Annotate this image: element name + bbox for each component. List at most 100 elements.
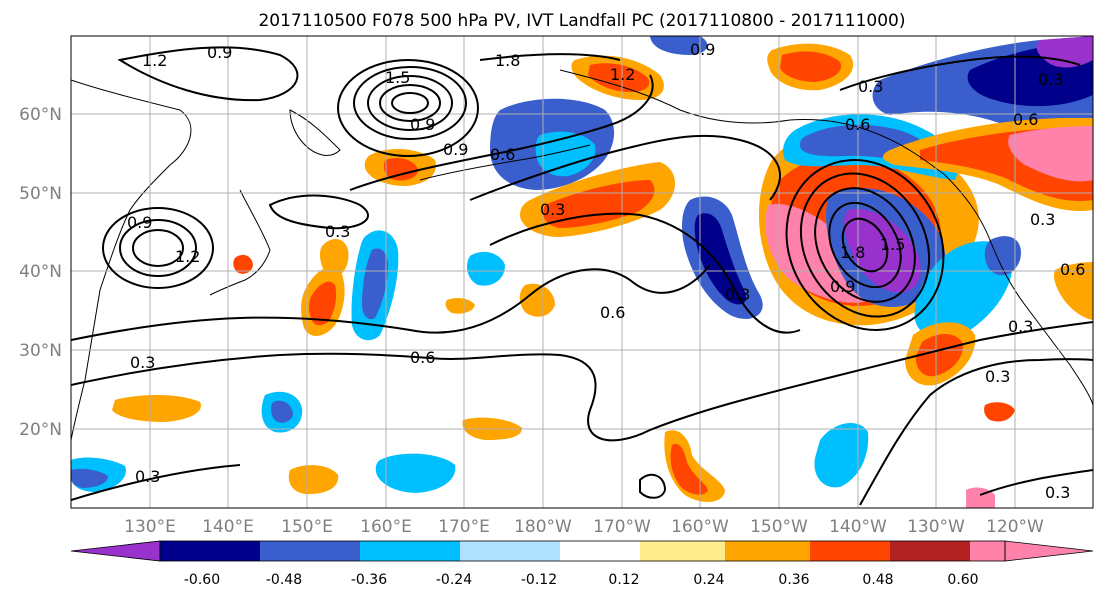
shade-region <box>233 254 253 274</box>
contour-line <box>828 201 902 289</box>
lat-label: 50°N <box>19 184 62 204</box>
lat-label: 60°N <box>19 105 62 125</box>
shade-region <box>308 281 337 326</box>
lon-label: 170°E <box>438 517 490 537</box>
contour-line <box>841 217 889 273</box>
lon-label: 120°W <box>986 517 1044 537</box>
colorbar-segment <box>640 541 725 561</box>
lon-label: 130°E <box>124 517 176 537</box>
contour-label: 0.9 <box>830 277 855 296</box>
contour-label: 0.9 <box>690 40 715 59</box>
contour-label: 0.3 <box>1030 210 1055 229</box>
shade-region <box>1008 126 1093 182</box>
colorbar-segment <box>970 541 1005 561</box>
shade-region <box>670 443 708 495</box>
colorbar-frame <box>159 540 1006 562</box>
contour-line <box>839 55 1081 91</box>
coastline-asia <box>71 79 192 441</box>
contour-label: 1.2 <box>610 65 635 84</box>
coastline-japan <box>209 189 271 296</box>
contour-line <box>349 74 654 191</box>
latitude-labels: 60°N 50°N 40°N 30°N 20°N <box>19 105 62 440</box>
colorbar-tick-label: 0.36 <box>778 572 809 588</box>
shade-region <box>844 209 921 293</box>
lat-label: 30°N <box>19 341 62 361</box>
shade-region <box>112 394 201 422</box>
colorbar-segment <box>260 541 360 561</box>
contour-line <box>102 207 214 289</box>
shade-region <box>650 36 708 55</box>
contour-label: 1.2 <box>142 51 167 70</box>
shade-region <box>71 468 108 488</box>
contour-label: 0.3 <box>540 200 565 219</box>
coastline-north-america <box>944 174 1093 406</box>
contour-line <box>814 187 916 303</box>
shade-region <box>814 422 869 488</box>
colorbar-segment <box>160 541 260 561</box>
colorbar-tick-label: 0.48 <box>862 572 893 588</box>
lat-label: 20°N <box>19 420 62 440</box>
contour-line <box>859 358 1093 506</box>
contour-line <box>379 84 441 122</box>
shade-region <box>271 400 293 423</box>
shade-region <box>1036 36 1093 68</box>
colorbar-tick-label: -0.60 <box>184 572 220 588</box>
shade-region <box>780 51 842 82</box>
pv-contours <box>71 46 1093 506</box>
graticule <box>71 36 1093 508</box>
contour-labels: 1.2 0.9 1.5 1.8 0.9 1.2 0.9 0.6 0.3 0.3 … <box>127 40 1085 502</box>
contour-label: 0.6 <box>845 115 870 134</box>
colorbar-tick-label: 0.60 <box>947 572 978 588</box>
contour-label: 1.8 <box>840 243 865 262</box>
shade-region <box>543 180 655 228</box>
colorbar: -0.60 -0.48 -0.36 -0.24 -0.12 0.12 0.24 … <box>70 540 1094 588</box>
contour-label: 1.5 <box>385 68 410 87</box>
shade-region <box>694 213 747 305</box>
coastline-alaska <box>559 69 946 176</box>
lon-label: 150°W <box>750 517 808 537</box>
contour-label: 0.3 <box>985 367 1010 386</box>
contour-line <box>469 134 781 201</box>
contour-line <box>785 159 945 331</box>
lon-label: 150°E <box>281 517 333 537</box>
contour-label: 0.3 <box>1008 317 1033 336</box>
contour-label: 0.6 <box>490 145 515 164</box>
contour-line <box>337 59 479 157</box>
colorbar-tick-label: -0.12 <box>521 572 557 588</box>
shade-region <box>519 283 555 317</box>
contour-label: 1.5 <box>880 235 905 254</box>
map-panel: 1.2 0.9 1.5 1.8 0.9 1.2 0.9 0.6 0.3 0.3 … <box>70 35 1094 509</box>
contour-line <box>799 172 931 318</box>
coastline-aleutians <box>419 144 591 181</box>
lat-label: 40°N <box>19 262 62 282</box>
contour-line <box>479 53 621 61</box>
lon-label: 130°W <box>907 517 965 537</box>
shade-region <box>288 465 339 495</box>
map-frame <box>70 35 1094 509</box>
colorbar-segment <box>890 541 970 561</box>
contour-line <box>71 264 711 341</box>
contour-line <box>119 219 197 277</box>
lon-label: 140°E <box>202 517 254 537</box>
contour-line <box>117 46 299 102</box>
colorbar-segment <box>560 541 640 561</box>
shade-region <box>1054 262 1093 320</box>
contour-line <box>132 229 184 267</box>
coastline-kamchatka <box>289 109 341 156</box>
contour-line <box>71 464 241 501</box>
colorbar-extend-low <box>70 540 161 562</box>
shade-region <box>362 248 388 320</box>
contour-line <box>268 194 369 230</box>
shade-region <box>915 333 964 377</box>
shade-region <box>984 236 1021 276</box>
contour-label: 0.3 <box>1038 70 1063 89</box>
shade-region <box>375 453 456 493</box>
contour-line <box>979 469 1093 496</box>
figure-title: 2017110500 F078 500 hPa PV, IVT Landfall… <box>258 11 905 31</box>
colorbar-extend-high <box>1004 540 1094 562</box>
contour-label: 1.8 <box>495 51 520 70</box>
contour-label: 1.2 <box>175 247 200 266</box>
colorbar-segment <box>810 541 890 561</box>
contour-line <box>367 75 453 131</box>
